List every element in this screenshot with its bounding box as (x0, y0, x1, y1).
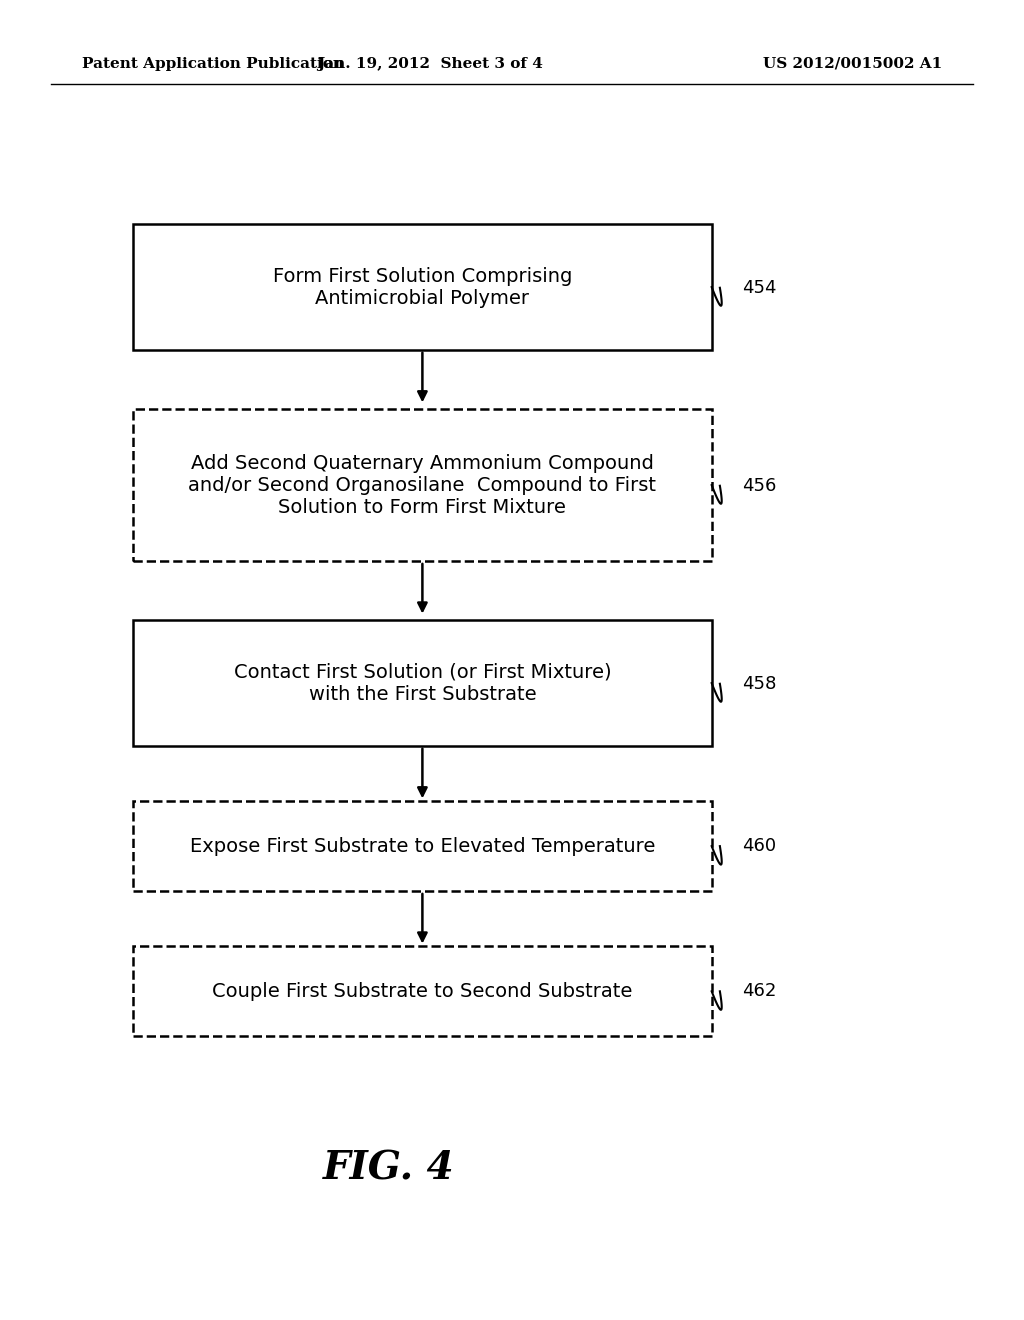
Text: Contact First Solution (or First Mixture)
with the First Substrate: Contact First Solution (or First Mixture… (233, 663, 611, 704)
Text: 460: 460 (742, 837, 776, 855)
Text: 462: 462 (742, 982, 777, 1001)
Text: Form First Solution Comprising
Antimicrobial Polymer: Form First Solution Comprising Antimicro… (272, 267, 572, 308)
Text: Add Second Quaternary Ammonium Compound
and/or Second Organosilane  Compound to : Add Second Quaternary Ammonium Compound … (188, 454, 656, 516)
Text: US 2012/0015002 A1: US 2012/0015002 A1 (763, 57, 942, 71)
FancyBboxPatch shape (133, 620, 712, 746)
FancyBboxPatch shape (133, 224, 712, 350)
Text: FIG. 4: FIG. 4 (324, 1150, 455, 1187)
FancyBboxPatch shape (133, 946, 712, 1036)
Text: Jan. 19, 2012  Sheet 3 of 4: Jan. 19, 2012 Sheet 3 of 4 (317, 57, 543, 71)
FancyBboxPatch shape (133, 409, 712, 561)
Text: 454: 454 (742, 279, 777, 297)
FancyBboxPatch shape (133, 801, 712, 891)
Text: 456: 456 (742, 477, 777, 495)
Text: Couple First Substrate to Second Substrate: Couple First Substrate to Second Substra… (212, 982, 633, 1001)
Text: Expose First Substrate to Elevated Temperature: Expose First Substrate to Elevated Tempe… (189, 837, 655, 855)
Text: Patent Application Publication: Patent Application Publication (82, 57, 344, 71)
Text: 458: 458 (742, 675, 777, 693)
